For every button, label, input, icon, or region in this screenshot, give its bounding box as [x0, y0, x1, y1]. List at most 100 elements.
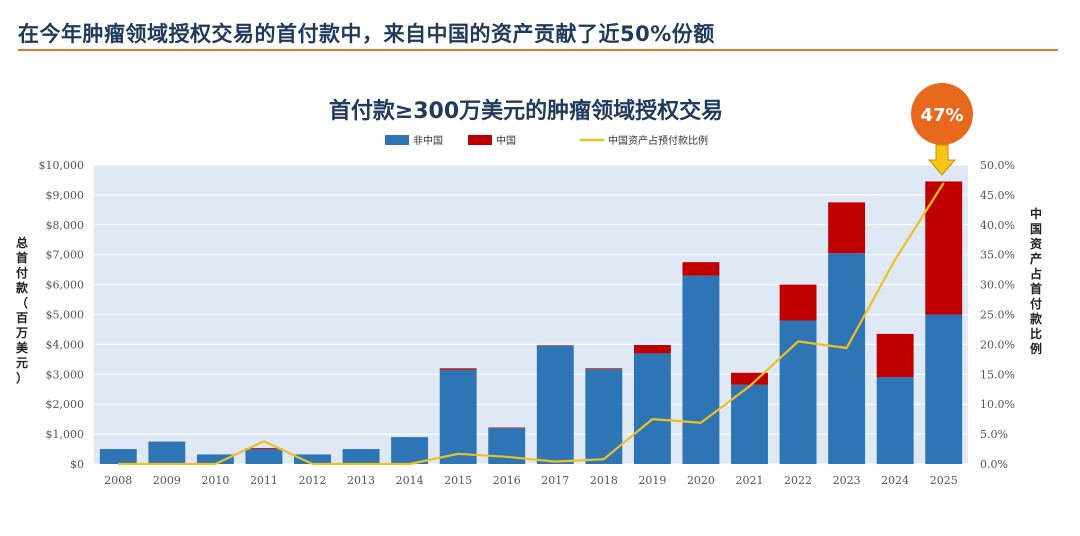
- y2-tick-label: 15.0%: [980, 368, 1015, 381]
- bar-non-china: [779, 320, 817, 464]
- bar-china: [536, 345, 574, 346]
- y-axis-label-char: 首: [16, 250, 28, 265]
- x-tick-label: 2021: [736, 474, 764, 487]
- x-tick-label: 2013: [347, 474, 375, 487]
- chart-title: 首付款≥300万美元的肿瘤领域授权交易: [329, 98, 723, 124]
- bar-china: [779, 284, 817, 321]
- bar-china: [876, 333, 914, 378]
- y-axis-label-char: 万: [15, 326, 28, 340]
- x-tick-label: 2024: [881, 474, 909, 487]
- y2-tick-label: 50.0%: [980, 159, 1015, 172]
- x-axis-ticks: 2008 2009 2010 2011 2012 2013 2014 2015 2016 2017…: [104, 474, 957, 487]
- callout-text: 47%: [920, 105, 963, 126]
- x-tick-label: 2010: [201, 474, 229, 487]
- bar-china: [585, 368, 623, 370]
- bar-china: [633, 344, 671, 354]
- y2-axis-label-char: 国: [1030, 222, 1042, 236]
- y-axis-right-ticks: 0.0% 5.0% 10.0% 15.0% 20.0% 25.0% 30.0% 35.0% 40…: [980, 159, 1015, 471]
- y-tick-label: $1,000: [46, 428, 85, 441]
- y-axis-label-char: 总: [16, 235, 28, 250]
- x-tick-label: 2018: [590, 474, 618, 487]
- x-tick-label: 2012: [299, 474, 327, 487]
- x-tick-label: 2025: [930, 474, 958, 487]
- page-headline: 在今年肿瘤领域授权交易的首付款中，来自中国的资产贡献了近50%份额: [18, 22, 715, 46]
- bar-non-china: [391, 437, 429, 464]
- bar-china: [439, 368, 477, 370]
- legend-swatch-china: [468, 135, 492, 145]
- share-line: [118, 182, 945, 466]
- y2-axis-label-char: 首: [1030, 281, 1042, 296]
- x-tick-label: 2017: [541, 474, 569, 487]
- x-tick-label: 2011: [250, 474, 278, 487]
- y-axis-label-char: 百: [16, 311, 28, 325]
- bar-china: [488, 427, 526, 429]
- bar-non-china: [633, 353, 671, 464]
- bar-china: [682, 262, 720, 276]
- x-tick-label: 2015: [444, 474, 472, 487]
- y-tick-label: $0: [70, 458, 84, 471]
- legend: 非中国 中国 中国资产占预付款比例: [385, 134, 708, 147]
- y-axis-left-ticks: $0 $1,000 $2,000 $3,000 $4,000 $5,000 $6,000 $7…: [39, 159, 85, 471]
- y-axis-label-char: ）: [16, 370, 28, 385]
- x-tick-label: 2020: [687, 474, 715, 487]
- legend-label-share-line: 中国资产占预付款比例: [608, 134, 708, 147]
- bar-china: [245, 448, 283, 450]
- bar-non-china: [245, 449, 283, 464]
- y2-tick-label: 40.0%: [980, 219, 1015, 232]
- y-tick-label: $7,000: [46, 249, 85, 262]
- x-tick-label: 2023: [833, 474, 861, 487]
- bar-non-china: [99, 449, 137, 464]
- bar-non-china: [148, 441, 186, 464]
- callout: 47%: [911, 83, 973, 176]
- y2-tick-label: 45.0%: [980, 189, 1015, 202]
- y2-tick-label: 25.0%: [980, 309, 1015, 322]
- y2-tick-label: 0.0%: [980, 458, 1008, 471]
- y2-tick-label: 5.0%: [980, 428, 1008, 441]
- legend-swatch-non-china: [385, 135, 409, 145]
- headline-rule: [18, 49, 1058, 51]
- y2-tick-label: 35.0%: [980, 249, 1015, 262]
- y-axis-label-char: 款: [16, 280, 29, 295]
- legend-label-non-china: 非中国: [413, 134, 443, 147]
- y-axis-label-char: 付: [16, 265, 28, 280]
- bar-non-china: [536, 345, 574, 464]
- y-tick-label: $2,000: [46, 398, 85, 411]
- y2-axis-label-char: 中: [1030, 206, 1042, 221]
- bar-china: [731, 372, 768, 385]
- y2-axis-label-char: 例: [1030, 341, 1042, 356]
- x-tick-label: 2008: [104, 474, 132, 487]
- x-tick-label: 2019: [638, 474, 666, 487]
- bar-non-china: [682, 275, 720, 464]
- bar-non-china: [828, 253, 866, 464]
- bar-china: [828, 202, 866, 254]
- bar-non-china: [876, 377, 914, 464]
- y-tick-label: $10,000: [39, 159, 85, 172]
- callout-bubble: [911, 83, 973, 145]
- y2-tick-label: 20.0%: [980, 338, 1015, 351]
- y-tick-label: $5,000: [46, 309, 85, 322]
- bar-non-china: [294, 454, 331, 464]
- x-tick-label: 2022: [784, 474, 812, 487]
- y2-tick-label: 30.0%: [980, 279, 1015, 292]
- bar-non-china: [925, 314, 963, 464]
- y-axis-label-char: 元: [16, 356, 28, 370]
- y2-tick-label: 10.0%: [980, 398, 1015, 411]
- bar-non-china: [342, 449, 380, 464]
- x-tick-label: 2014: [396, 474, 424, 487]
- y2-axis-label-char: 资: [1030, 236, 1042, 251]
- y-tick-label: $3,000: [46, 368, 85, 381]
- y-tick-label: $6,000: [46, 279, 85, 292]
- y-axis-label-char: （: [16, 295, 28, 310]
- y2-axis-label-char: 付: [1030, 296, 1042, 311]
- legend-label-china: 中国: [496, 134, 516, 147]
- y-tick-label: $4,000: [46, 338, 85, 351]
- x-tick-label: 2016: [493, 474, 521, 487]
- callout-arrow-icon: [927, 144, 957, 176]
- bar-non-china: [731, 384, 768, 464]
- y2-axis-label-char: 比: [1030, 326, 1042, 341]
- bars: [99, 181, 963, 464]
- y2-axis-label-char: 款: [1030, 311, 1043, 326]
